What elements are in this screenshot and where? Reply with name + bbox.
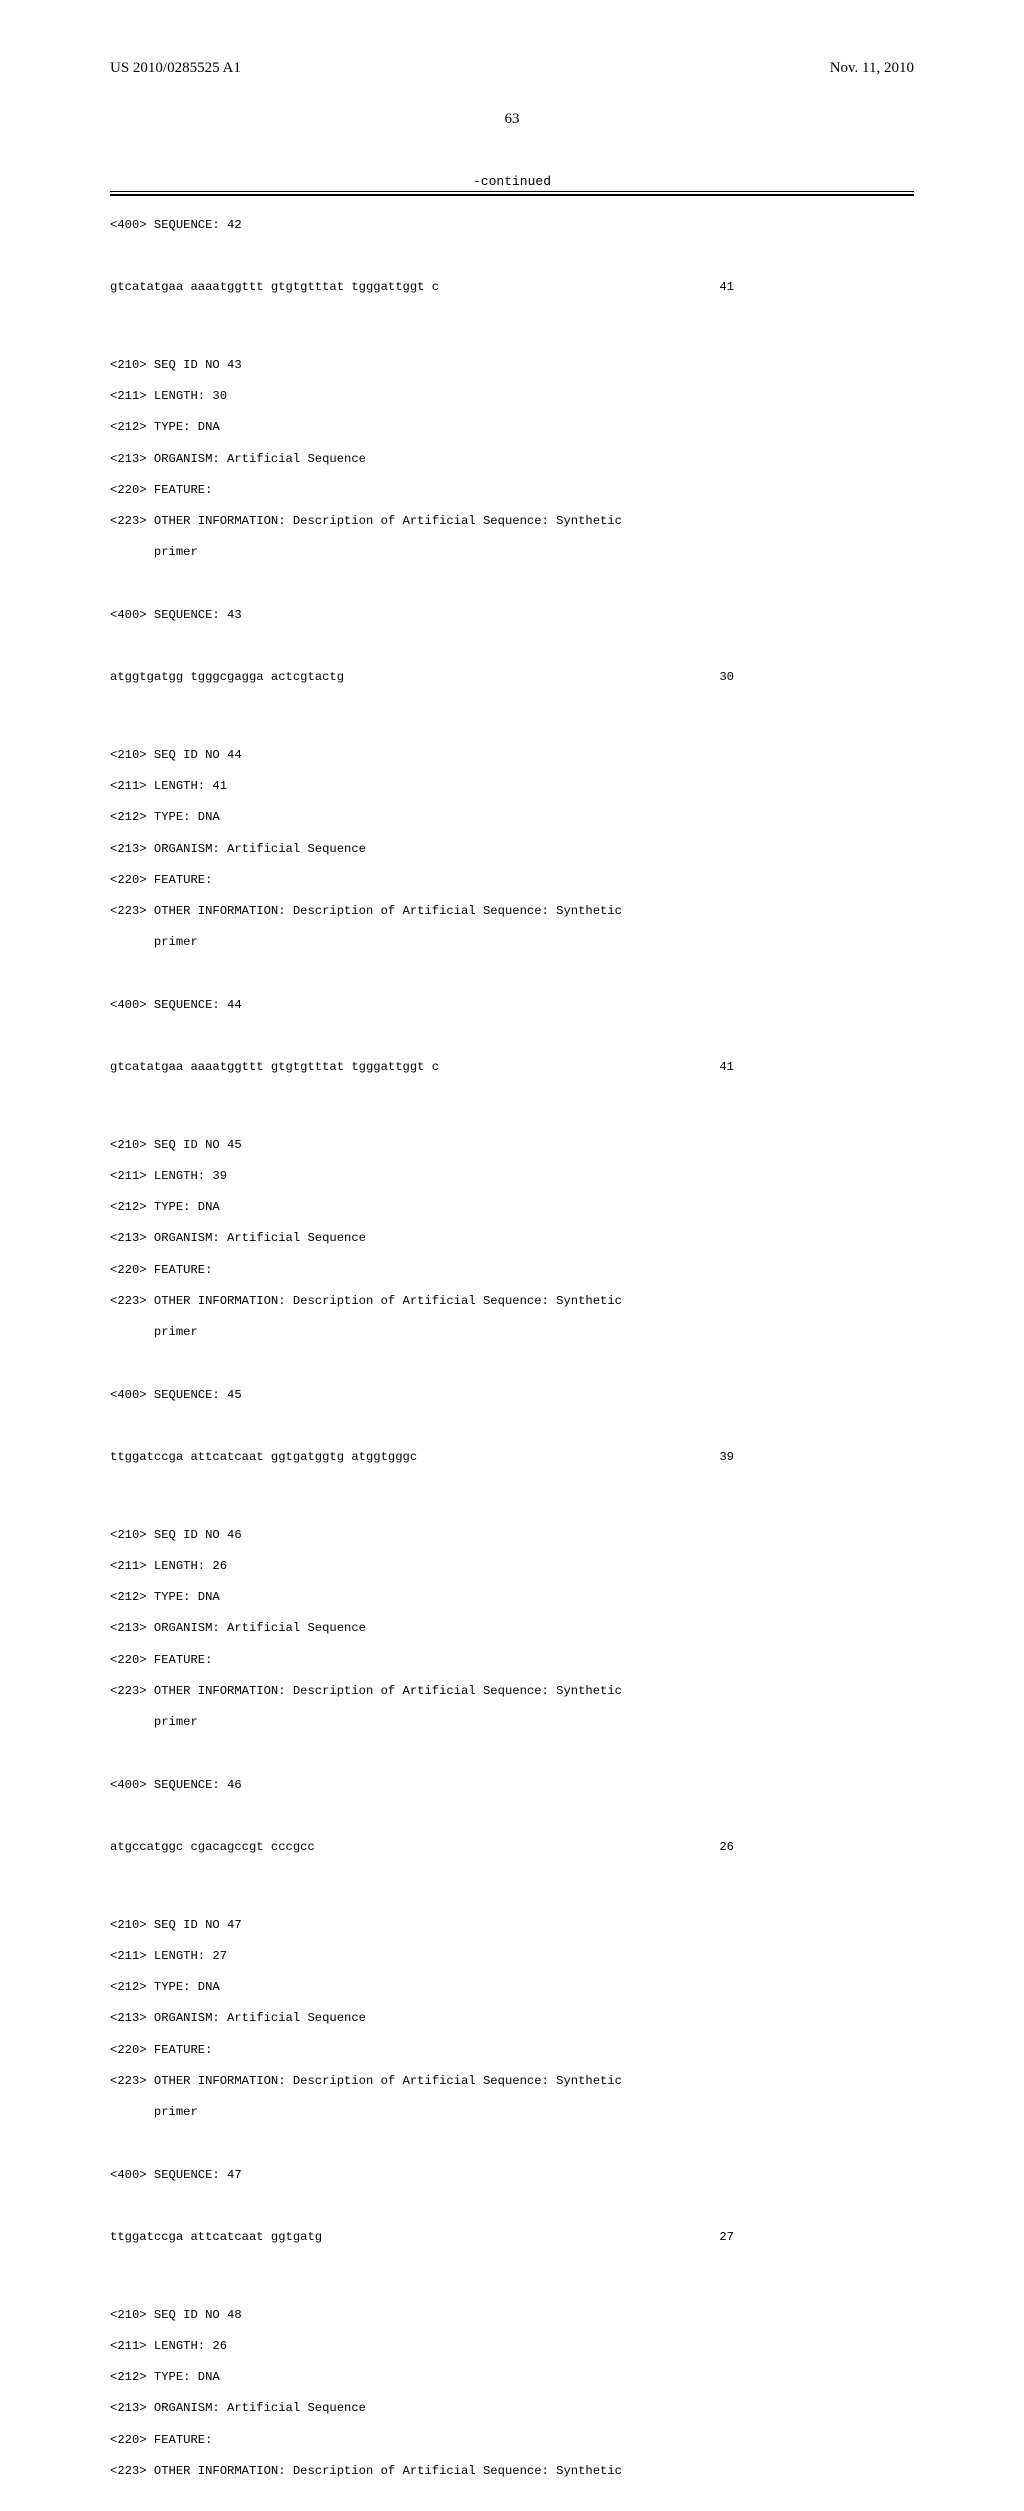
meta-line: <213> ORGANISM: Artificial Sequence <box>110 2011 914 2027</box>
sequence-text: gtcatatgaa aaaatggttt gtgtgtttat tgggatt… <box>110 1060 439 1076</box>
sequence-position: 41 <box>719 280 914 296</box>
meta-line: <223> OTHER INFORMATION: Description of … <box>110 514 914 530</box>
publication-date: Nov. 11, 2010 <box>830 60 914 77</box>
spacer <box>110 1871 914 1902</box>
meta-line: <223> OTHER INFORMATION: Description of … <box>110 2464 914 2480</box>
sequence-text: gtcatatgaa aaaatggttt gtgtgtttat tgggatt… <box>110 280 439 296</box>
publication-number: US 2010/0285525 A1 <box>110 60 241 77</box>
horizontal-rule <box>110 191 914 196</box>
spacer <box>110 576 914 592</box>
sequence-position: 26 <box>719 1840 914 1856</box>
spacer <box>110 1809 914 1825</box>
meta-line: <223> OTHER INFORMATION: Description of … <box>110 1294 914 1310</box>
page-number: 63 <box>110 111 914 128</box>
seq-header-line: <400> SEQUENCE: 45 <box>110 1388 914 1404</box>
sequence-text: atggtgatgg tgggcgagga actcgtactg <box>110 670 344 686</box>
meta-line: primer <box>110 1715 914 1731</box>
meta-line: <220> FEATURE: <box>110 1653 914 1669</box>
spacer <box>110 701 914 732</box>
meta-line: <220> FEATURE: <box>110 2043 914 2059</box>
seq-header-line: <400> SEQUENCE: 44 <box>110 998 914 1014</box>
sequence-text: ttggatccga attcatcaat ggtgatg <box>110 2230 322 2246</box>
spacer <box>110 1029 914 1045</box>
sequence-position: 39 <box>719 1450 914 1466</box>
sequence-position: 27 <box>719 2230 914 2246</box>
seq-header-line: <400> SEQUENCE: 43 <box>110 608 914 624</box>
spacer <box>110 249 914 265</box>
running-header: US 2010/0285525 A1 Nov. 11, 2010 <box>110 60 914 77</box>
meta-line: <211> LENGTH: 41 <box>110 779 914 795</box>
meta-line: <223> OTHER INFORMATION: Description of … <box>110 2074 914 2090</box>
seq-header-line: <400> SEQUENCE: 46 <box>110 1778 914 1794</box>
meta-line: <211> LENGTH: 26 <box>110 1559 914 1575</box>
sequence-text: atgccatggc cgacagccgt cccgcc <box>110 1840 315 1856</box>
meta-line: <212> TYPE: DNA <box>110 1200 914 1216</box>
meta-line: <212> TYPE: DNA <box>110 2370 914 2386</box>
meta-line: <213> ORGANISM: Artificial Sequence <box>110 1231 914 1247</box>
meta-line: <223> OTHER INFORMATION: Description of … <box>110 1684 914 1700</box>
spacer <box>110 639 914 655</box>
sequence-listing: <400> SEQUENCE: 42 gtcatatgaa aaaatggttt… <box>110 202 914 2511</box>
meta-line: <210> SEQ ID NO 45 <box>110 1138 914 1154</box>
meta-line: <210> SEQ ID NO 48 <box>110 2308 914 2324</box>
spacer <box>110 1419 914 1435</box>
meta-line: <220> FEATURE: <box>110 2433 914 2449</box>
sequence-row: gtcatatgaa aaaatggttt gtgtgtttat tgggatt… <box>110 280 914 296</box>
spacer <box>110 966 914 982</box>
meta-line: <211> LENGTH: 27 <box>110 1949 914 1965</box>
meta-line: <213> ORGANISM: Artificial Sequence <box>110 842 914 858</box>
spacer <box>110 2199 914 2215</box>
page-container: US 2010/0285525 A1 Nov. 11, 2010 63 -con… <box>0 0 1024 1320</box>
meta-line: <212> TYPE: DNA <box>110 1590 914 1606</box>
seq-header-line: <400> SEQUENCE: 47 <box>110 2168 914 2184</box>
spacer <box>110 2261 914 2292</box>
meta-line: <210> SEQ ID NO 46 <box>110 1528 914 1544</box>
sequence-row: atggtgatgg tgggcgagga actcgtactg 30 <box>110 670 914 686</box>
spacer <box>110 1356 914 1372</box>
meta-line: primer <box>110 935 914 951</box>
continued-label: -continued <box>110 174 914 189</box>
sequence-row: atgccatggc cgacagccgt cccgcc 26 <box>110 1840 914 1856</box>
meta-line: primer <box>110 2105 914 2121</box>
meta-line: <213> ORGANISM: Artificial Sequence <box>110 452 914 468</box>
spacer <box>110 1746 914 1762</box>
meta-line: <223> OTHER INFORMATION: Description of … <box>110 904 914 920</box>
meta-line: <211> LENGTH: 26 <box>110 2339 914 2355</box>
sequence-row: ttggatccga attcatcaat ggtgatggtg atggtgg… <box>110 1450 914 1466</box>
meta-line: <211> LENGTH: 30 <box>110 389 914 405</box>
spacer <box>110 2136 914 2152</box>
sequence-row: ttggatccga attcatcaat ggtgatg 27 <box>110 2230 914 2246</box>
meta-line: <213> ORGANISM: Artificial Sequence <box>110 1621 914 1637</box>
meta-line: <210> SEQ ID NO 44 <box>110 748 914 764</box>
sequence-row: gtcatatgaa aaaatggttt gtgtgtttat tgggatt… <box>110 1060 914 1076</box>
meta-line: primer <box>110 545 914 561</box>
spacer <box>110 311 914 342</box>
meta-line: <220> FEATURE: <box>110 483 914 499</box>
meta-line: primer <box>110 1325 914 1341</box>
meta-line: <212> TYPE: DNA <box>110 1980 914 1996</box>
sequence-position: 30 <box>719 670 914 686</box>
sequence-position: 41 <box>719 1060 914 1076</box>
meta-line: <212> TYPE: DNA <box>110 420 914 436</box>
meta-line: <220> FEATURE: <box>110 1263 914 1279</box>
meta-line: <211> LENGTH: 39 <box>110 1169 914 1185</box>
meta-line: <212> TYPE: DNA <box>110 810 914 826</box>
meta-line: <210> SEQ ID NO 43 <box>110 358 914 374</box>
sequence-text: ttggatccga attcatcaat ggtgatggtg atggtgg… <box>110 1450 417 1466</box>
meta-line: <210> SEQ ID NO 47 <box>110 1918 914 1934</box>
meta-line: <213> ORGANISM: Artificial Sequence <box>110 2401 914 2417</box>
seq-pre-line: <400> SEQUENCE: 42 <box>110 218 914 234</box>
spacer <box>110 1481 914 1512</box>
spacer <box>110 1091 914 1122</box>
meta-line: <220> FEATURE: <box>110 873 914 889</box>
